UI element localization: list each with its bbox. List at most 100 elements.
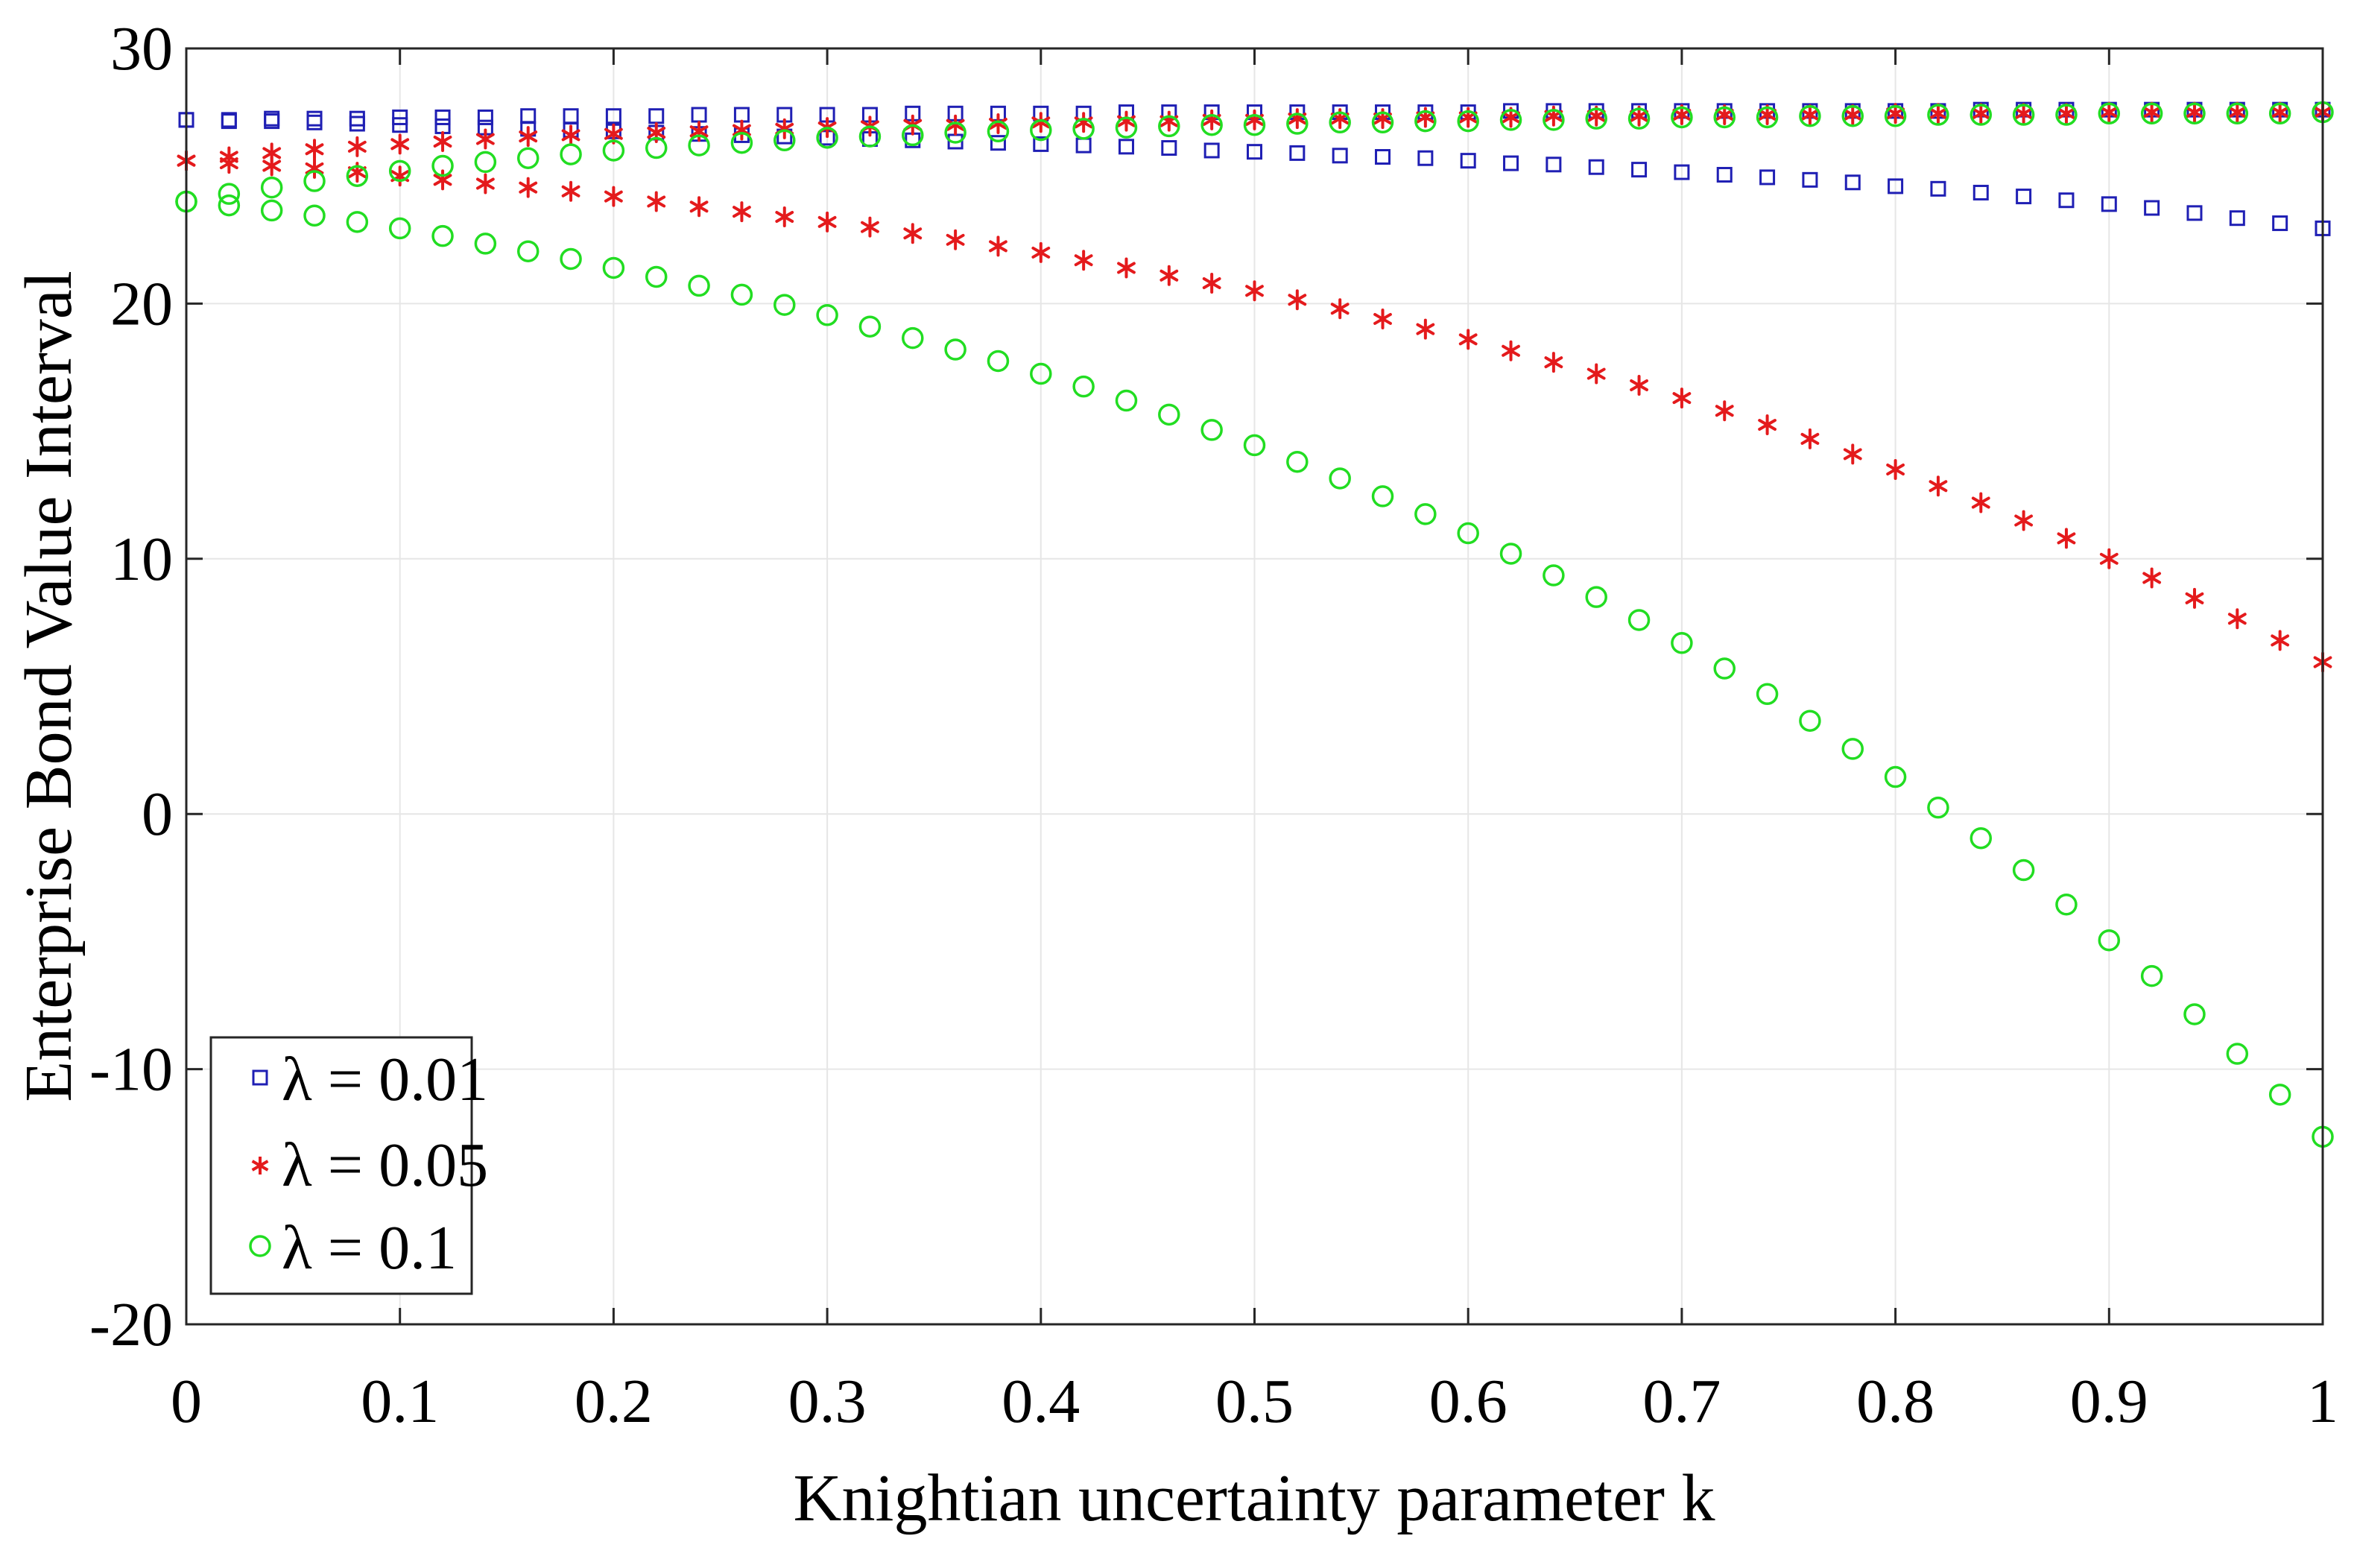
circle-marker <box>1756 683 1779 706</box>
y-tick-label: 20 <box>110 269 173 338</box>
asterisk-marker <box>475 173 495 195</box>
circle-marker <box>303 170 326 192</box>
square-marker <box>264 113 280 130</box>
circle-marker <box>1243 434 1266 457</box>
x-tick-label: 0.5 <box>1215 1367 1294 1436</box>
asterisk-marker <box>1202 273 1221 294</box>
square-marker <box>1503 155 1519 171</box>
x-tick-label: 0.7 <box>1642 1367 1721 1436</box>
y-tick-labels: -20 -10 0 10 20 30 <box>89 14 173 1359</box>
x-tick-label: 0.1 <box>361 1367 439 1436</box>
circle-marker <box>1158 403 1180 426</box>
asterisk-marker <box>219 153 238 174</box>
asterisk-marker <box>305 139 324 160</box>
asterisk-marker <box>1330 298 1350 320</box>
circle-marker <box>516 240 540 262</box>
circle-marker <box>1713 106 1736 129</box>
circle-marker <box>1286 113 1309 135</box>
circle-marker <box>218 183 241 205</box>
legend-square-icon <box>252 1069 268 1086</box>
square-marker <box>1118 139 1134 155</box>
asterisk-marker <box>2014 103 2034 124</box>
circle-marker <box>1671 632 1693 654</box>
circle-marker <box>944 121 966 144</box>
circle-marker <box>431 154 454 177</box>
square-marker <box>1203 142 1220 159</box>
square-marker <box>1289 145 1306 161</box>
asterisk-marker <box>262 155 282 177</box>
square-marker <box>2101 196 2117 212</box>
asterisk-marker <box>1715 400 1734 422</box>
square-marker <box>1759 169 1776 186</box>
square-marker <box>1802 171 1818 188</box>
asterisk-marker <box>305 157 324 179</box>
asterisk-marker <box>2142 567 2162 589</box>
circle-marker <box>2012 859 2035 882</box>
legend-label: λ = 0.1 <box>282 1213 457 1283</box>
asterisk-marker <box>604 186 623 207</box>
circle-marker <box>2183 102 2206 125</box>
asterisk-marker <box>733 201 751 223</box>
circle-marker <box>2226 102 2249 125</box>
x-tick-label: 0.4 <box>1002 1367 1080 1436</box>
series-asterisk <box>177 101 2332 673</box>
circle-marker <box>902 326 924 350</box>
square-marker <box>392 117 408 133</box>
circle-marker <box>987 350 1010 373</box>
square-marker <box>1888 178 1904 195</box>
asterisk-marker <box>1288 289 1307 311</box>
circle-marker <box>2226 1043 2249 1065</box>
y-tick-label: 10 <box>110 525 173 594</box>
circle-marker <box>987 120 1010 143</box>
asterisk-marker <box>817 211 837 233</box>
asterisk-marker <box>946 229 965 250</box>
circle-marker <box>388 217 411 240</box>
asterisk-marker <box>1159 265 1179 286</box>
x-tick-labels: 0 0.1 0.2 0.3 0.4 0.5 0.6 0.7 0.8 0.9 1 <box>171 1367 2338 1436</box>
square-marker <box>990 135 1006 151</box>
square-marker <box>2186 205 2203 221</box>
asterisk-marker <box>1416 318 1435 340</box>
circle-marker <box>2098 102 2121 125</box>
asterisk-marker <box>1458 329 1478 350</box>
x-tick-label: 0 <box>171 1367 202 1436</box>
square-marker <box>1033 136 1049 152</box>
circle-marker <box>773 294 796 316</box>
circle-marker <box>1543 564 1565 587</box>
circle-marker <box>260 199 283 222</box>
asterisk-marker <box>1929 103 1948 124</box>
asterisk-marker <box>1031 112 1051 133</box>
circle-marker <box>1585 586 1607 608</box>
circle-marker <box>730 283 753 306</box>
asterisk-marker <box>2099 548 2119 569</box>
legend-entry-lambda-0.1: λ = 0.1 <box>249 1213 457 1283</box>
square-marker <box>434 109 451 125</box>
asterisk-marker <box>989 235 1007 257</box>
square-marker <box>1247 144 1262 160</box>
circle-marker <box>516 147 540 169</box>
circle-marker <box>816 304 838 326</box>
asterisk-marker <box>519 126 538 148</box>
square-marker <box>1332 148 1348 164</box>
asterisk-marker <box>519 177 538 198</box>
asterisk-marker <box>1672 388 1692 409</box>
asterisk-marker <box>2271 630 2290 651</box>
square-marker <box>1844 174 1861 191</box>
circle-marker <box>260 176 283 199</box>
square-marker <box>1546 157 1562 173</box>
asterisk-marker <box>1544 352 1563 373</box>
square-marker <box>221 113 237 130</box>
circle-marker <box>1457 110 1479 133</box>
circle-marker <box>602 139 625 162</box>
asterisk-marker <box>1031 241 1051 263</box>
asterisk-marker <box>861 216 879 238</box>
y-tick-label: 30 <box>110 14 173 83</box>
x-tick-label: 0.9 <box>2070 1367 2148 1436</box>
circle-marker <box>816 127 838 149</box>
asterisk-marker <box>647 191 666 212</box>
square-marker <box>1631 162 1648 178</box>
circle-marker <box>858 125 882 148</box>
asterisk-marker <box>1886 458 1905 480</box>
asterisk-marker <box>1800 428 1820 449</box>
